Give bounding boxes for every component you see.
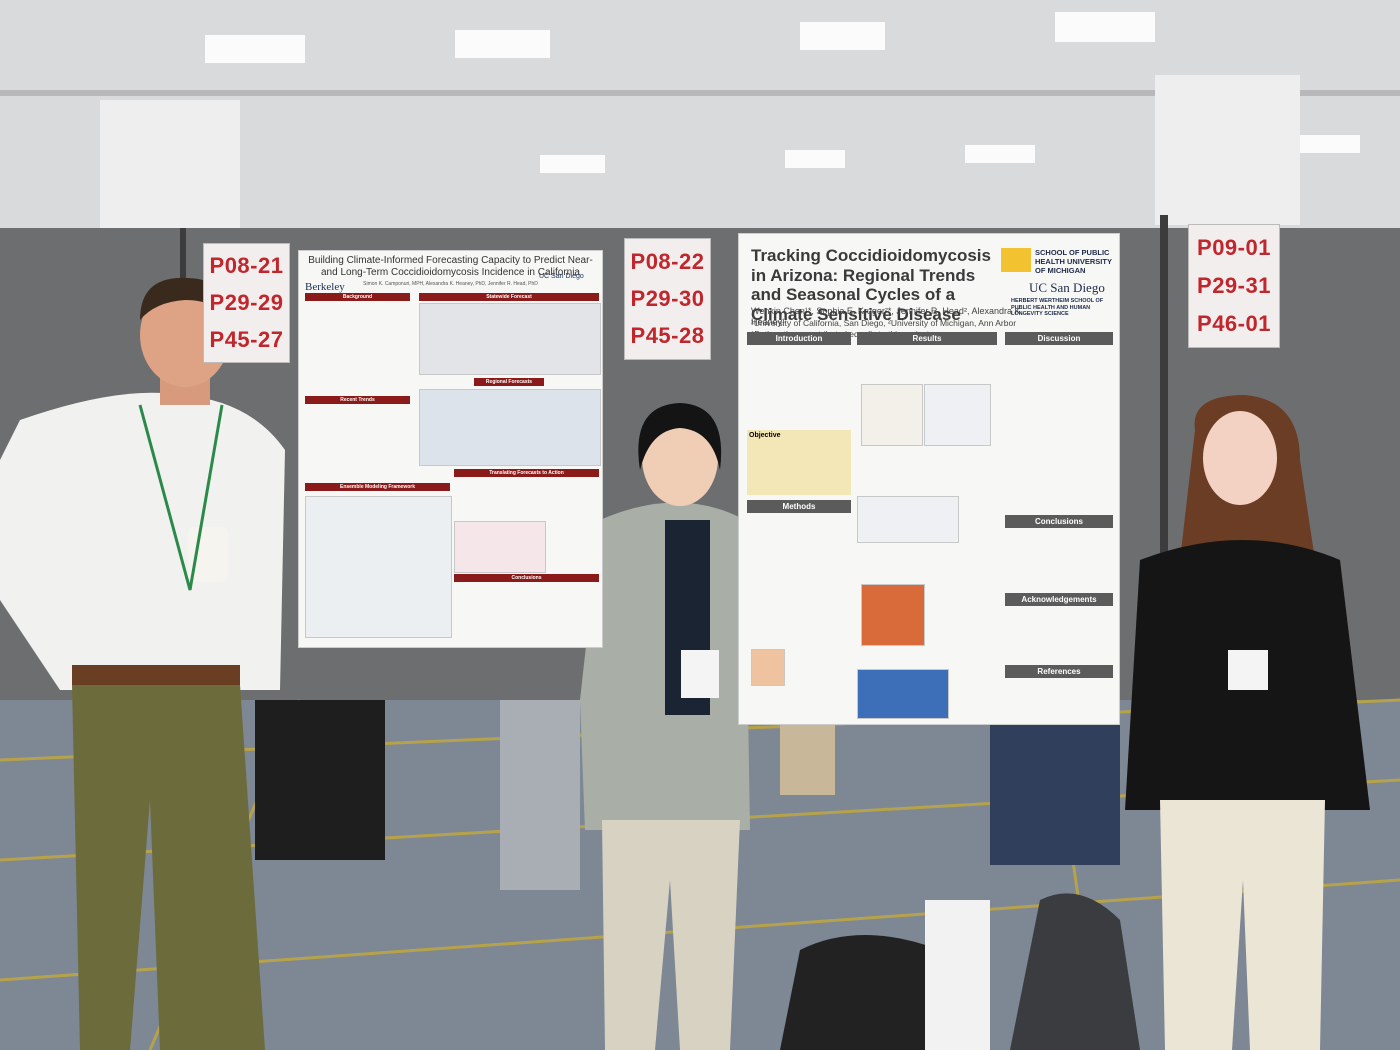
background-person xyxy=(780,720,835,795)
backpack xyxy=(1010,893,1140,1050)
ceiling-light xyxy=(800,22,885,50)
poster-code: P45-28 xyxy=(630,323,705,349)
poster-title: Tracking Coccidioidomycosis in Arizona: … xyxy=(751,246,991,324)
pants xyxy=(1160,800,1325,1050)
ceiling-light xyxy=(965,145,1035,163)
logo: Berkeley xyxy=(305,281,345,293)
chart-image xyxy=(419,389,601,466)
wavelet-image xyxy=(857,669,949,719)
diagram-image xyxy=(305,496,452,638)
backpack xyxy=(780,935,955,1050)
section-heading: Acknowledgements xyxy=(1005,593,1113,606)
section-heading: Conclusions xyxy=(454,574,599,582)
background-person xyxy=(500,700,580,890)
section-heading: Recent Trends xyxy=(305,396,410,404)
face xyxy=(1203,411,1277,505)
section-heading: Results xyxy=(857,332,997,345)
poster-code: P08-22 xyxy=(630,248,705,274)
background-person xyxy=(255,700,385,860)
poster-title: Building Climate-Informed Forecasting Ca… xyxy=(308,255,593,278)
poster-code: P29-30 xyxy=(630,285,705,311)
section-heading: Discussion xyxy=(1005,332,1113,345)
section-heading: Ensemble Modeling Framework xyxy=(305,483,450,491)
section-heading: Methods xyxy=(747,500,851,513)
bar-chart-image xyxy=(861,384,923,446)
board-sign: P08-21 P29-29 P45-27 xyxy=(203,243,290,363)
heatmap-image xyxy=(861,584,925,646)
map-image xyxy=(751,649,785,686)
left-poster: Building Climate-Informed Forecasting Ca… xyxy=(298,250,603,648)
umich-logo-mark xyxy=(1001,248,1031,272)
line-chart-image xyxy=(924,384,991,446)
time-series-image xyxy=(857,496,959,543)
name-badge xyxy=(1228,650,1268,690)
ceiling-beam xyxy=(0,90,1400,96)
ceiling-light xyxy=(1295,135,1360,153)
umich-logo: SCHOOL OF PUBLIC HEALTH UNIVERSITY OF MI… xyxy=(1035,248,1112,275)
section-heading: Background xyxy=(305,293,410,301)
ceiling-light xyxy=(785,150,845,168)
pants xyxy=(602,820,740,1050)
belt xyxy=(72,665,240,685)
poster-code: P08-21 xyxy=(209,253,284,279)
board-sign: P09-01 P29-31 P46-01 xyxy=(1188,224,1280,348)
logo: UC San Diego xyxy=(539,273,584,280)
section-heading: Introduction xyxy=(747,332,851,345)
poster-authors: Simon K. Camponuri, MPH, Alexandra K. He… xyxy=(363,281,538,287)
name-badge xyxy=(681,650,719,698)
pillar xyxy=(100,100,240,235)
hair xyxy=(638,403,722,470)
main-poster: Tracking Coccidioidomycosis in Arizona: … xyxy=(738,233,1120,725)
lanyard xyxy=(138,404,224,591)
poster-code: P09-01 xyxy=(1197,235,1271,260)
shirt xyxy=(0,392,285,690)
ceiling-light xyxy=(455,30,550,58)
ceiling-light xyxy=(205,35,305,63)
section-heading: Conclusions xyxy=(1005,515,1113,528)
poster-affiliations: ¹University of California, San Diego, ²U… xyxy=(751,318,1017,328)
objective-box: Objective xyxy=(747,430,851,495)
section-heading: Regional Forecasts xyxy=(474,378,544,386)
board-sign: P08-22 P29-30 P45-28 xyxy=(624,238,711,360)
poster-code: P45-27 xyxy=(209,326,284,352)
poster-code: P29-29 xyxy=(209,289,284,315)
pillar xyxy=(1155,75,1300,225)
background-person xyxy=(990,725,1120,865)
chart-image xyxy=(419,303,601,375)
section-heading: Translating Forecasts to Action xyxy=(454,469,599,477)
section-heading: Objective xyxy=(749,432,781,439)
callout-box xyxy=(454,521,546,573)
section-heading: Statewide Forecast xyxy=(419,293,599,301)
ceiling-light xyxy=(540,155,605,173)
poster-code: P46-01 xyxy=(1197,311,1271,336)
poster-authors: Wenxin Chen¹*, Sophia E. Kruger²*, Jenni… xyxy=(751,306,1023,328)
section-heading: References xyxy=(1005,665,1113,678)
ceiling-light xyxy=(1055,12,1155,42)
poster-code: P29-31 xyxy=(1197,273,1271,298)
wertheim-logo: HERBERT WERTHEIM SCHOOL OF PUBLIC HEALTH… xyxy=(1011,298,1104,318)
ucsd-logo: UC San Diego xyxy=(1029,280,1105,295)
paper-bag xyxy=(925,900,990,1050)
pants xyxy=(72,685,265,1050)
